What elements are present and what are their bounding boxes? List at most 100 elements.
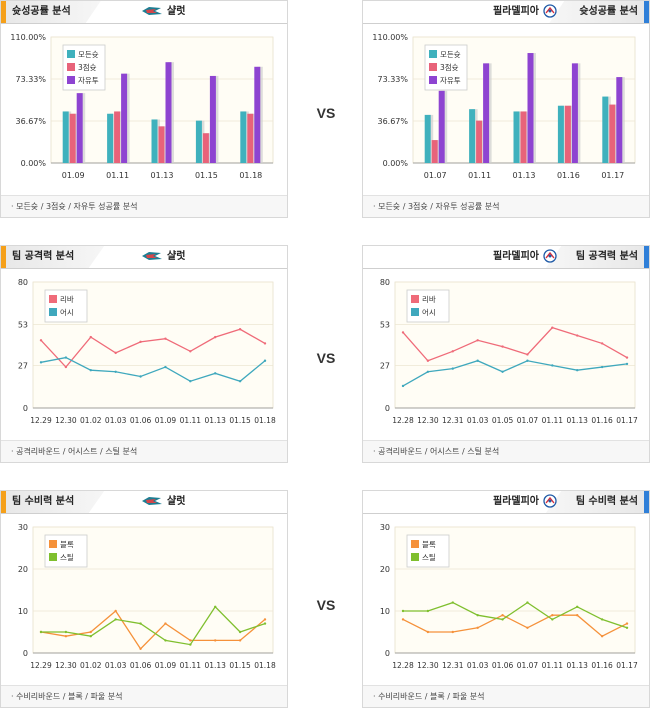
bar[interactable] <box>609 104 616 163</box>
data-point[interactable] <box>426 630 430 634</box>
bar[interactable] <box>114 111 121 163</box>
data-point[interactable] <box>64 635 68 638</box>
series-line[interactable] <box>40 356 266 382</box>
series-line[interactable] <box>41 605 266 646</box>
data-point[interactable] <box>426 359 430 362</box>
data-point[interactable] <box>426 370 430 373</box>
data-point[interactable] <box>189 380 192 383</box>
data-point[interactable] <box>401 331 405 334</box>
data-point[interactable] <box>451 367 454 370</box>
data-point[interactable] <box>89 635 92 638</box>
data-point[interactable] <box>64 365 68 369</box>
data-point[interactable] <box>64 630 68 634</box>
data-point[interactable] <box>114 370 117 373</box>
data-point[interactable] <box>114 351 117 355</box>
data-point[interactable] <box>526 353 529 356</box>
data-point[interactable] <box>263 359 267 362</box>
data-point[interactable] <box>625 362 629 366</box>
data-point[interactable] <box>89 335 92 339</box>
data-point[interactable] <box>401 609 405 613</box>
data-point[interactable] <box>600 618 604 621</box>
data-point[interactable] <box>114 609 117 613</box>
bar[interactable] <box>247 113 254 163</box>
bar[interactable] <box>476 120 483 163</box>
bar[interactable] <box>424 114 431 163</box>
bar[interactable] <box>151 119 158 163</box>
series-line[interactable] <box>402 360 628 387</box>
data-point[interactable] <box>476 626 479 629</box>
data-point[interactable] <box>600 342 604 345</box>
data-point[interactable] <box>189 643 192 646</box>
series-line[interactable] <box>403 601 628 629</box>
data-point[interactable] <box>238 639 242 642</box>
bar[interactable] <box>438 90 445 163</box>
data-point[interactable] <box>476 359 479 362</box>
data-point[interactable] <box>526 601 529 604</box>
data-point[interactable] <box>501 618 504 621</box>
data-point[interactable] <box>39 630 43 634</box>
data-point[interactable] <box>139 375 142 378</box>
data-point[interactable] <box>39 339 43 342</box>
bar[interactable] <box>513 111 520 163</box>
bar[interactable] <box>165 62 172 164</box>
data-point[interactable] <box>526 359 529 362</box>
data-point[interactable] <box>238 380 242 383</box>
bar[interactable] <box>107 113 114 163</box>
data-point[interactable] <box>551 364 554 367</box>
data-point[interactable] <box>64 356 68 359</box>
data-point[interactable] <box>263 342 267 345</box>
team-name[interactable]: 샬럿 <box>141 491 185 513</box>
bar[interactable] <box>527 53 534 163</box>
bar[interactable] <box>602 96 609 163</box>
bar[interactable] <box>571 63 578 163</box>
data-point[interactable] <box>501 370 504 373</box>
team-name[interactable]: 샬럿 <box>141 1 185 23</box>
data-point[interactable] <box>263 622 267 625</box>
bar[interactable] <box>254 66 261 163</box>
data-point[interactable] <box>576 605 579 608</box>
data-point[interactable] <box>238 328 242 331</box>
data-point[interactable] <box>476 339 479 342</box>
bar[interactable] <box>209 75 216 163</box>
bar[interactable] <box>202 133 209 163</box>
data-point[interactable] <box>451 350 454 353</box>
bar[interactable] <box>564 105 571 163</box>
data-point[interactable] <box>551 326 554 329</box>
series-line[interactable] <box>402 614 628 637</box>
bar[interactable] <box>76 93 83 163</box>
data-point[interactable] <box>214 335 217 339</box>
data-point[interactable] <box>476 614 479 617</box>
data-point[interactable] <box>526 626 529 629</box>
bar[interactable] <box>431 140 438 163</box>
data-point[interactable] <box>139 647 142 650</box>
data-point[interactable] <box>551 618 554 621</box>
bar[interactable] <box>121 73 128 163</box>
data-point[interactable] <box>501 614 504 617</box>
data-point[interactable] <box>89 369 92 372</box>
bar[interactable] <box>158 126 165 163</box>
data-point[interactable] <box>600 365 604 369</box>
data-point[interactable] <box>89 630 92 634</box>
data-point[interactable] <box>139 340 142 344</box>
data-point[interactable] <box>576 614 579 617</box>
data-point[interactable] <box>238 630 242 634</box>
data-point[interactable] <box>401 384 405 388</box>
data-point[interactable] <box>139 622 142 625</box>
bar[interactable] <box>616 77 623 163</box>
data-point[interactable] <box>164 622 167 625</box>
data-point[interactable] <box>114 618 117 621</box>
data-point[interactable] <box>451 601 454 604</box>
data-point[interactable] <box>576 369 579 372</box>
bar[interactable] <box>240 111 247 163</box>
bar[interactable] <box>62 111 69 163</box>
series-line[interactable] <box>402 326 628 362</box>
bar[interactable] <box>195 120 202 163</box>
bar[interactable] <box>69 113 76 163</box>
data-point[interactable] <box>625 622 629 625</box>
data-point[interactable] <box>164 639 167 642</box>
data-point[interactable] <box>189 639 192 642</box>
data-point[interactable] <box>451 630 454 634</box>
series-line[interactable] <box>40 328 266 369</box>
data-point[interactable] <box>625 356 629 359</box>
team-name[interactable]: 필라델피아 <box>493 246 557 268</box>
